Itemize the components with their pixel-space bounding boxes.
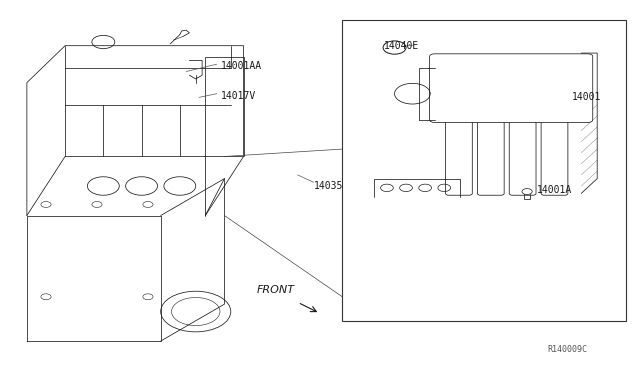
Text: 14017V: 14017V bbox=[221, 90, 257, 100]
Text: 14001AA: 14001AA bbox=[221, 61, 262, 71]
FancyBboxPatch shape bbox=[541, 110, 568, 195]
FancyBboxPatch shape bbox=[477, 110, 504, 195]
FancyBboxPatch shape bbox=[445, 110, 472, 195]
Text: FRONT: FRONT bbox=[257, 285, 294, 295]
Text: 14001A: 14001A bbox=[537, 185, 572, 195]
FancyBboxPatch shape bbox=[509, 110, 536, 195]
Text: 14001: 14001 bbox=[572, 92, 601, 102]
Bar bbox=[342, 20, 626, 321]
Text: R140009C: R140009C bbox=[548, 345, 588, 354]
Text: 14035: 14035 bbox=[314, 181, 343, 191]
FancyBboxPatch shape bbox=[429, 54, 593, 122]
Text: 14040E: 14040E bbox=[384, 41, 419, 51]
